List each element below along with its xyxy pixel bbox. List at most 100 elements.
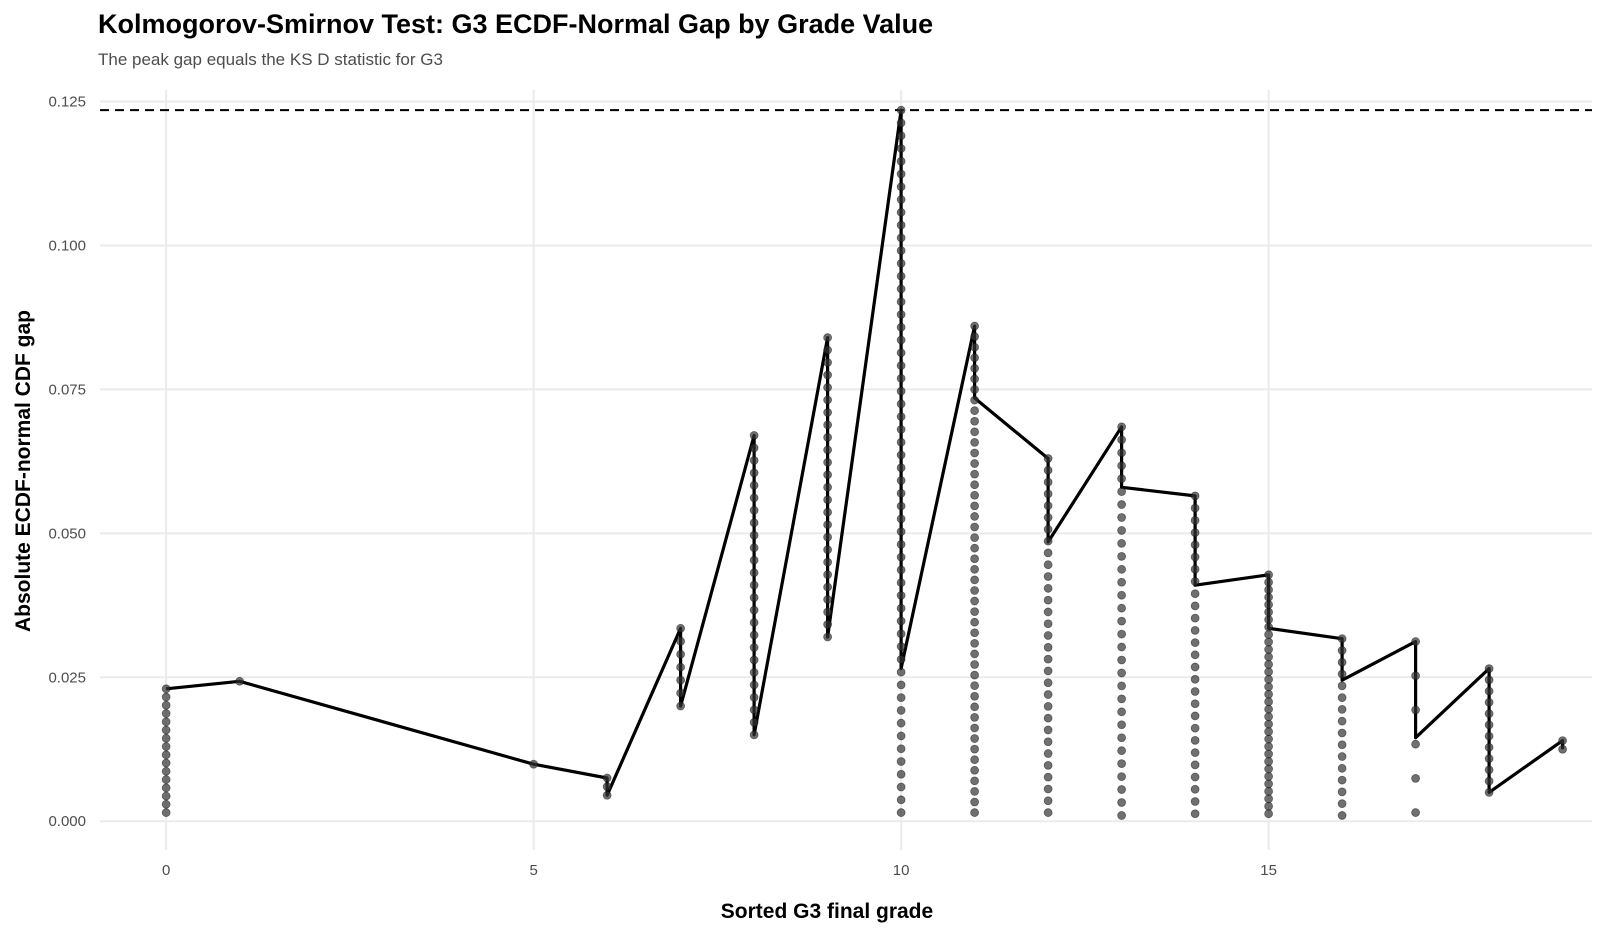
data-point (970, 512, 980, 521)
data-point (970, 480, 980, 490)
data-point (896, 680, 906, 690)
data-point (896, 488, 906, 498)
data-point (161, 684, 171, 694)
data-point (1043, 560, 1053, 570)
data-point (1190, 613, 1200, 623)
data-point (896, 744, 906, 754)
y-axis-ticks: 0.000 0.025 0.050 0.075 0.100 0.125 (48, 94, 86, 831)
data-point (161, 783, 171, 793)
data-point (1043, 760, 1053, 770)
data-point (970, 554, 980, 564)
data-point (1190, 528, 1200, 537)
data-point (1411, 671, 1421, 681)
data-point (1190, 760, 1200, 770)
data-point (1337, 763, 1347, 773)
data-point (1190, 687, 1200, 696)
data-point (1117, 681, 1127, 691)
data-point (1264, 771, 1274, 781)
data-point (749, 593, 759, 603)
data-point (970, 459, 980, 468)
data-point (1190, 638, 1200, 647)
data-point (896, 220, 906, 230)
y-tick-label: 0.125 (48, 94, 86, 111)
data-point (823, 532, 833, 542)
data-point (1264, 764, 1274, 774)
data-point (1117, 448, 1127, 458)
y-tick-label: 0.025 (48, 669, 86, 686)
data-point (896, 667, 906, 677)
data-point (1117, 513, 1127, 522)
data-point (1043, 749, 1053, 758)
data-point (1190, 772, 1200, 782)
data-point (823, 507, 833, 517)
data-point (896, 603, 906, 613)
data-point (602, 782, 612, 792)
data-point (1484, 675, 1494, 685)
data-point (676, 701, 686, 711)
data-point (1484, 743, 1494, 752)
data-point (1117, 564, 1127, 574)
data-point (896, 706, 906, 715)
data-point (970, 575, 980, 585)
data-point (970, 681, 980, 691)
data-point (1043, 477, 1053, 487)
data-point (1043, 654, 1053, 664)
data-point (161, 791, 171, 801)
data-point (1264, 794, 1274, 804)
data-point (1264, 600, 1274, 610)
data-point (1043, 524, 1053, 534)
data-point (896, 195, 906, 204)
data-point (1337, 634, 1347, 644)
data-point (970, 808, 980, 817)
data-point (1117, 422, 1127, 432)
data-point (1264, 570, 1274, 580)
data-point (970, 321, 980, 331)
data-point (1043, 489, 1053, 499)
data-point (749, 618, 759, 627)
data-point (896, 616, 906, 626)
data-point (1264, 719, 1274, 729)
x-tick-label: 0 (162, 862, 170, 879)
data-point (749, 668, 759, 677)
data-point (1484, 664, 1494, 674)
x-tick-label: 10 (893, 862, 910, 879)
data-point (1264, 749, 1274, 759)
data-point (1117, 811, 1127, 820)
data-point (1117, 759, 1127, 769)
data-point (970, 702, 980, 712)
data-point (1043, 583, 1053, 593)
data-point (823, 482, 833, 492)
data-point (1117, 707, 1127, 717)
data-point (970, 564, 980, 574)
data-point (896, 322, 906, 332)
data-point (970, 406, 980, 416)
data-point (970, 797, 980, 807)
data-point (676, 636, 686, 646)
data-point (896, 782, 906, 792)
data-point (1190, 809, 1200, 819)
data-point (823, 370, 833, 380)
data-point (1117, 526, 1127, 535)
chart-title: Kolmogorov-Smirnov Test: G3 ECDF-Normal … (98, 9, 933, 39)
data-point (970, 607, 980, 617)
data-point (1264, 809, 1274, 819)
data-point (970, 755, 980, 765)
data-point (676, 688, 686, 698)
data-point (1264, 667, 1274, 677)
data-point (1043, 501, 1053, 511)
data-point (823, 432, 833, 442)
data-point (1190, 662, 1200, 672)
data-point (161, 742, 171, 751)
data-point (1190, 601, 1200, 611)
y-axis-title: Absolute ECDF-normal CDF gap (12, 310, 35, 632)
data-point (1190, 515, 1200, 525)
data-point (1411, 637, 1421, 646)
data-point (823, 383, 833, 392)
gap-points-layer (161, 105, 1568, 820)
grid-lines (100, 90, 1592, 850)
data-point (970, 765, 980, 775)
data-point (1190, 540, 1200, 550)
y-tick-label: 0.075 (48, 381, 86, 398)
gap-line-layer (165, 108, 1565, 797)
data-point (1117, 461, 1127, 471)
